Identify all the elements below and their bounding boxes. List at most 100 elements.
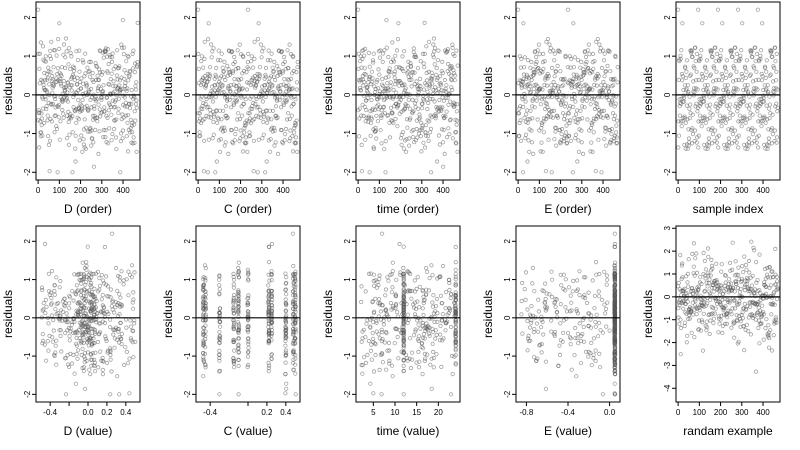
data-point (123, 81, 128, 86)
data-point (227, 72, 233, 77)
data-point (712, 311, 717, 316)
data-point (295, 65, 300, 70)
data-point (88, 371, 93, 377)
data-point (83, 146, 89, 151)
data-point (129, 88, 134, 93)
data-point (70, 170, 75, 175)
data-point (692, 297, 698, 302)
data-point (220, 65, 225, 70)
data-point (557, 343, 562, 348)
data-point (767, 116, 772, 121)
data-point (273, 104, 279, 109)
data-point (51, 65, 56, 70)
data-point (730, 267, 735, 272)
data-point (380, 302, 385, 308)
data-point (749, 141, 755, 146)
data-point (747, 94, 752, 99)
data-point (244, 140, 249, 145)
data-point (399, 142, 404, 147)
data-point (100, 70, 105, 75)
data-point (87, 367, 92, 372)
data-point (388, 272, 393, 277)
data-point (734, 140, 739, 145)
data-point (283, 338, 288, 344)
data-point (602, 269, 607, 274)
data-point (396, 21, 401, 26)
data-point (767, 94, 772, 99)
data-point (743, 75, 748, 81)
data-point (770, 269, 775, 274)
data-point (688, 72, 694, 77)
data-point (683, 146, 688, 151)
data-point (690, 251, 695, 256)
data-point (116, 326, 122, 332)
data-point (124, 71, 129, 76)
data-point (100, 292, 105, 298)
data-point (110, 132, 115, 137)
data-point (267, 330, 272, 336)
data-point (449, 78, 454, 83)
data-point (704, 86, 709, 91)
data-point (754, 312, 760, 317)
data-point (266, 298, 271, 304)
data-point (688, 288, 694, 294)
data-point (77, 69, 82, 74)
data-point (683, 120, 688, 125)
data-point (687, 316, 692, 321)
data-point (85, 289, 90, 294)
data-point (711, 289, 716, 294)
data-point (389, 363, 395, 368)
data-point (549, 294, 555, 299)
data-point (213, 74, 219, 79)
data-point (739, 124, 744, 129)
data-point (93, 309, 98, 314)
data-point (699, 124, 704, 129)
data-point (420, 51, 425, 57)
data-point (769, 141, 775, 146)
data-point (704, 325, 710, 330)
data-point (441, 164, 446, 169)
data-point (259, 55, 264, 60)
data-point (552, 51, 557, 56)
data-point (714, 101, 719, 106)
data-point (401, 265, 406, 271)
data-point (424, 70, 429, 76)
data-point (405, 358, 410, 363)
data-point (708, 102, 713, 107)
y-tick-label: -1 (343, 129, 352, 137)
data-point (270, 108, 276, 113)
data-point (543, 386, 549, 391)
data-point (59, 349, 64, 354)
data-point (440, 263, 446, 269)
data-point (703, 303, 709, 308)
data-point (424, 78, 429, 83)
data-point (71, 330, 76, 335)
y-tick-label: -1 (503, 129, 512, 137)
data-point (575, 336, 580, 341)
data-point (549, 269, 554, 274)
data-point (612, 353, 617, 359)
data-point (432, 99, 437, 104)
data-point (378, 48, 383, 53)
data-point (427, 119, 432, 124)
data-point (684, 290, 689, 295)
y-tick-label: 2 (23, 239, 32, 244)
y-tick-label: 1 (663, 53, 672, 58)
data-point (591, 116, 597, 121)
data-point (284, 292, 289, 297)
data-point (705, 284, 710, 289)
data-point (395, 124, 400, 129)
data-point (81, 137, 86, 142)
data-point (401, 363, 406, 368)
data-point (393, 116, 398, 122)
data-point (774, 69, 779, 74)
data-point (387, 358, 392, 363)
data-point (449, 85, 454, 90)
data-point (416, 106, 421, 111)
data-point (288, 136, 293, 141)
data-point (437, 74, 443, 79)
data-point (444, 135, 450, 140)
data-point (694, 270, 700, 275)
data-point (365, 80, 371, 85)
